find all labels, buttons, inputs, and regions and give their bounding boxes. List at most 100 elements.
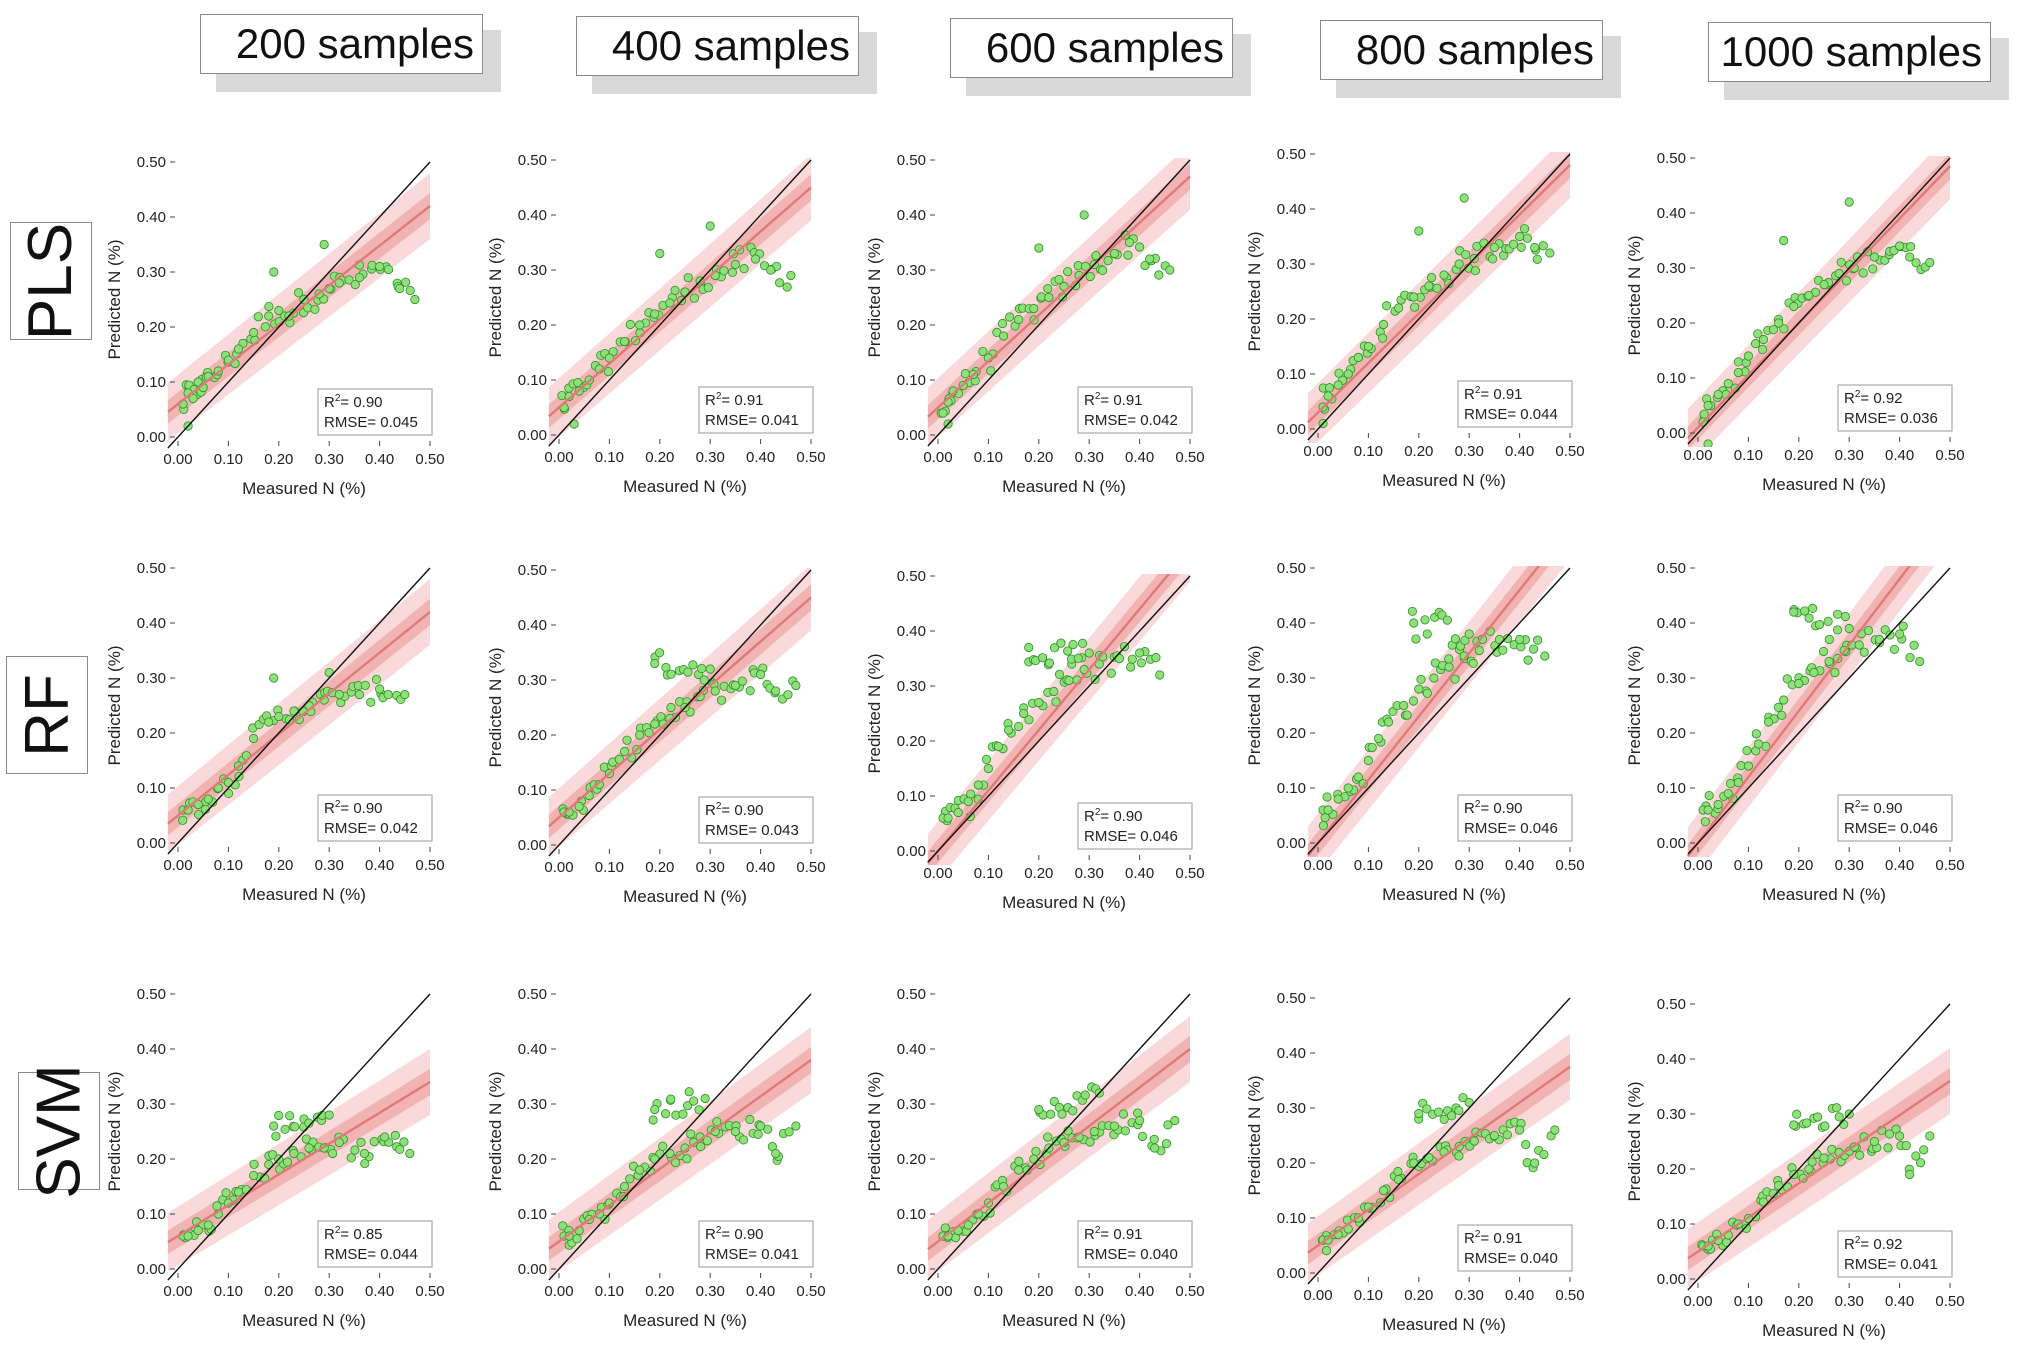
data-point (1019, 708, 1029, 719)
data-point (1124, 237, 1135, 248)
data-point (1034, 1104, 1044, 1115)
data-point (1777, 710, 1787, 720)
data-point (284, 715, 294, 725)
data-point (1063, 266, 1073, 277)
data-point (1802, 1118, 1812, 1128)
data-point (1915, 656, 1925, 667)
data-point (1378, 333, 1388, 343)
scatter-plot: 0.00 0.10 0.20 0.30 0.40 0.50 0.00 0.10 0.20 0.30… (105, 560, 445, 904)
y-tick-label: 0.30 (1657, 670, 1686, 687)
data-point (1151, 653, 1161, 663)
scatter-plot: 0.00 0.10 0.20 0.30 0.40 0.50 0.00 0.10 0.20 0.30… (1625, 560, 1965, 904)
plot-area (548, 568, 812, 857)
x-axis-title: Measured N (%) (242, 1311, 366, 1330)
y-tick-label: 0.20 (1657, 1161, 1686, 1178)
r2-label: R2= 0.90 (324, 393, 383, 411)
y-axis-title: Predicted N (%) (105, 240, 124, 360)
x-tick-label: 0.20 (1784, 1293, 1813, 1310)
data-point (1898, 621, 1908, 631)
data-point (1470, 266, 1480, 276)
data-point (380, 1132, 390, 1142)
x-tick-label: 0.00 (1683, 447, 1712, 464)
identity-line (1687, 157, 1951, 445)
x-tick-label: 0.20 (1784, 447, 1813, 464)
row-label-text: PLS (16, 222, 86, 340)
data-point (1318, 821, 1329, 831)
rmse-label: RMSE= 0.045 (324, 414, 418, 431)
r2-superscript: 2 (335, 393, 341, 404)
data-point (1003, 725, 1014, 735)
y-tick-label: 0.10 (137, 1206, 166, 1223)
data-point (1013, 721, 1024, 732)
x-tick-label: 0.50 (1555, 1287, 1584, 1304)
data-point (1840, 611, 1850, 622)
y-tick-label: 0.10 (137, 780, 166, 797)
data-point (1831, 1103, 1842, 1113)
data-point (666, 669, 676, 679)
data-point (635, 320, 645, 330)
data-point (203, 794, 213, 804)
data-point (1757, 344, 1768, 354)
stats-box (1457, 380, 1573, 428)
data-point (1474, 645, 1484, 656)
data-point (264, 717, 274, 727)
data-point (993, 741, 1004, 752)
x-tick-label: 0.30 (1075, 449, 1104, 466)
data-point (998, 331, 1009, 341)
x-tick-label: 0.50 (1175, 865, 1204, 882)
y-tick-label: 0.20 (1277, 311, 1306, 328)
data-point (1753, 329, 1763, 339)
y-tick-label: 0.00 (518, 837, 547, 854)
fit-line (167, 205, 431, 413)
data-point (703, 283, 713, 293)
x-tick-label: 0.30 (696, 859, 725, 876)
row-label-text: RF (12, 673, 82, 757)
y-tick-label: 0.50 (518, 152, 547, 169)
data-point (1410, 302, 1420, 312)
r2-label: R2= 0.90 (1464, 799, 1523, 817)
x-axis-title: Measured N (%) (623, 887, 747, 906)
data-point (233, 1187, 244, 1197)
x-tick-label: 0.10 (595, 1283, 624, 1300)
header-box: 200 samples (200, 14, 483, 74)
r2-value: = 0.91 (1480, 1230, 1522, 1247)
scatter-plot: 0.00 0.10 0.20 0.30 0.40 0.50 0.00 0.10 0.20 0.30… (1245, 990, 1585, 1334)
r2-superscript: 2 (335, 1225, 341, 1236)
y-tick-label: 0.40 (897, 1041, 926, 1058)
data-point (1031, 1146, 1041, 1156)
row-label-text: SVM (24, 1063, 94, 1199)
x-tick-label: 0.00 (1683, 1293, 1712, 1310)
data-point (193, 810, 204, 820)
data-point (625, 319, 635, 330)
data-point (997, 318, 1008, 329)
y-tick-label: 0.00 (137, 429, 166, 446)
data-point (324, 1110, 334, 1120)
r2-prefix: R (324, 394, 335, 411)
stats-box (1077, 1220, 1193, 1268)
y-tick-label: 0.50 (137, 986, 166, 1003)
x-tick-label: 0.10 (214, 857, 243, 874)
column-header-label: 400 samples (611, 22, 850, 69)
r2-label: R2= 0.90 (705, 801, 764, 819)
data-point (1911, 258, 1921, 268)
y-axis-title: Predicted N (%) (1625, 236, 1644, 356)
fit-line (1307, 164, 1571, 424)
data-point (1824, 634, 1834, 645)
data-point (1085, 1137, 1095, 1147)
r2-value: = 0.90 (340, 800, 382, 817)
scatter-plot: 0.00 0.10 0.20 0.30 0.40 0.50 0.00 0.10 0.20 0.30… (1245, 560, 1585, 904)
rmse-label: RMSE= 0.046 (1844, 820, 1938, 837)
panel-pls-1000: 0.00 0.10 0.20 0.30 0.40 0.50 0.00 0.10 0.20 0.30… (1620, 146, 1965, 506)
data-point (1097, 265, 1108, 276)
data-point (1925, 1131, 1935, 1141)
x-tick-label: 0.40 (1125, 449, 1154, 466)
data-point (1134, 648, 1145, 658)
r2-prefix: R (1464, 800, 1475, 817)
plot-area (926, 574, 1191, 865)
rmse-label: RMSE= 0.044 (324, 1246, 418, 1263)
identity-line (927, 993, 1191, 1281)
x-tick-label: 0.30 (315, 1283, 344, 1300)
y-tick-label: 0.30 (518, 1096, 547, 1113)
r2-value: = 0.92 (1860, 1236, 1902, 1253)
